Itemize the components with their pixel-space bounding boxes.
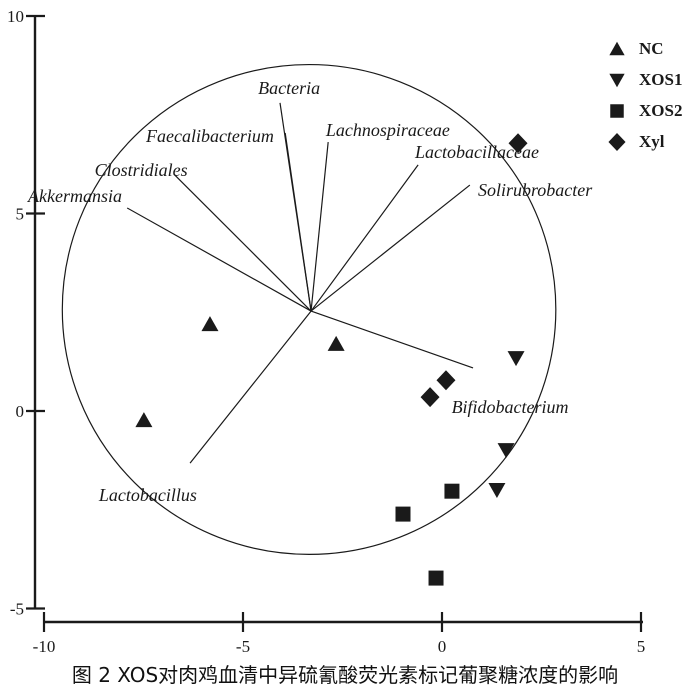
legend-label: XOS1 (639, 70, 683, 89)
square-icon (610, 104, 624, 118)
triangle-up-icon (609, 41, 625, 56)
x-tick-label: 5 (637, 637, 646, 656)
legend-item-xyl: Xyl (606, 131, 682, 153)
legend-item-nc: NC (606, 38, 682, 60)
taxa-label-lactobacillaceae: Lactobacillaceae (414, 142, 539, 162)
diamond-icon (608, 133, 626, 151)
loading-vector-akkermansia (126, 207, 312, 312)
y-tick-label: 10 (7, 7, 24, 26)
data-point-xos2 (395, 506, 411, 522)
pca-biplot-svg: 10 5 0 -5 -10 -5 0 5 Bacteria Faecalibacterium Lac… (7, 7, 646, 656)
figure-caption: 图 2 XOS对肉鸡血清中异硫氰酸荧光素标记葡聚糖浓度的影响 (71, 663, 619, 687)
data-point-xos1 (497, 443, 515, 459)
y-tick-label: 0 (16, 402, 25, 421)
data-point-xos1 (488, 483, 506, 498)
data-point-xyl (420, 387, 440, 408)
pca-biplot-figure: 10 5 0 -5 -10 -5 0 5 Bacteria Faecalibacterium Lac… (7, 7, 646, 656)
taxa-label-akkermansia: Akkermansia (27, 186, 122, 206)
taxa-label-lactobacillus: Lactobacillus (98, 485, 197, 505)
legend-item-xos2: XOS2 (606, 100, 682, 122)
taxa-label-faecalibacterium: Faecalibacterium (145, 126, 274, 146)
x-tick-label: -5 (236, 637, 250, 656)
loading-vector-bifidobacterium (310, 310, 474, 369)
taxa-label-solirubrobacter: Solirubrobacter (478, 180, 593, 200)
data-point-xos2 (444, 483, 460, 499)
data-point-xyl (508, 133, 528, 154)
x-tick-label: -10 (33, 637, 56, 656)
taxa-label-clostridiales: Clostridiales (95, 160, 188, 180)
loading-vector-lactobacillus (189, 310, 312, 464)
loading-vector-lachnospiraceae (310, 141, 329, 312)
loading-vector-faecalibacterium (284, 132, 312, 312)
x-tick-label: 0 (438, 637, 447, 656)
data-point-xos1 (507, 351, 525, 367)
taxa-label-bifidobacterium: Bifidobacterium (452, 397, 569, 417)
data-point-nc (327, 335, 345, 351)
loading-vector-lactobacillaceae (310, 164, 419, 312)
correlation-circle (61, 63, 557, 555)
taxa-label-lachnospiraceae: Lachnospiraceae (325, 120, 450, 140)
taxa-label-bacteria: Bacteria (258, 78, 320, 98)
legend-label: Xyl (639, 132, 665, 151)
loading-vector-clostridiales (174, 174, 312, 312)
triangle-down-icon (609, 73, 625, 88)
legend-item-xos1: XOS1 (606, 69, 682, 91)
data-point-xos2 (428, 570, 444, 586)
data-point-nc (135, 412, 153, 428)
data-point-nc (201, 316, 219, 332)
legend: NC XOS1 XOS2 Xyl (606, 38, 682, 153)
legend-label: NC (639, 39, 664, 58)
data-point-xyl (436, 370, 456, 391)
y-tick-label: -5 (10, 600, 24, 619)
y-tick-label: 5 (16, 205, 25, 224)
loading-vector-solirubrobacter (310, 184, 471, 312)
legend-label: XOS2 (639, 101, 683, 120)
